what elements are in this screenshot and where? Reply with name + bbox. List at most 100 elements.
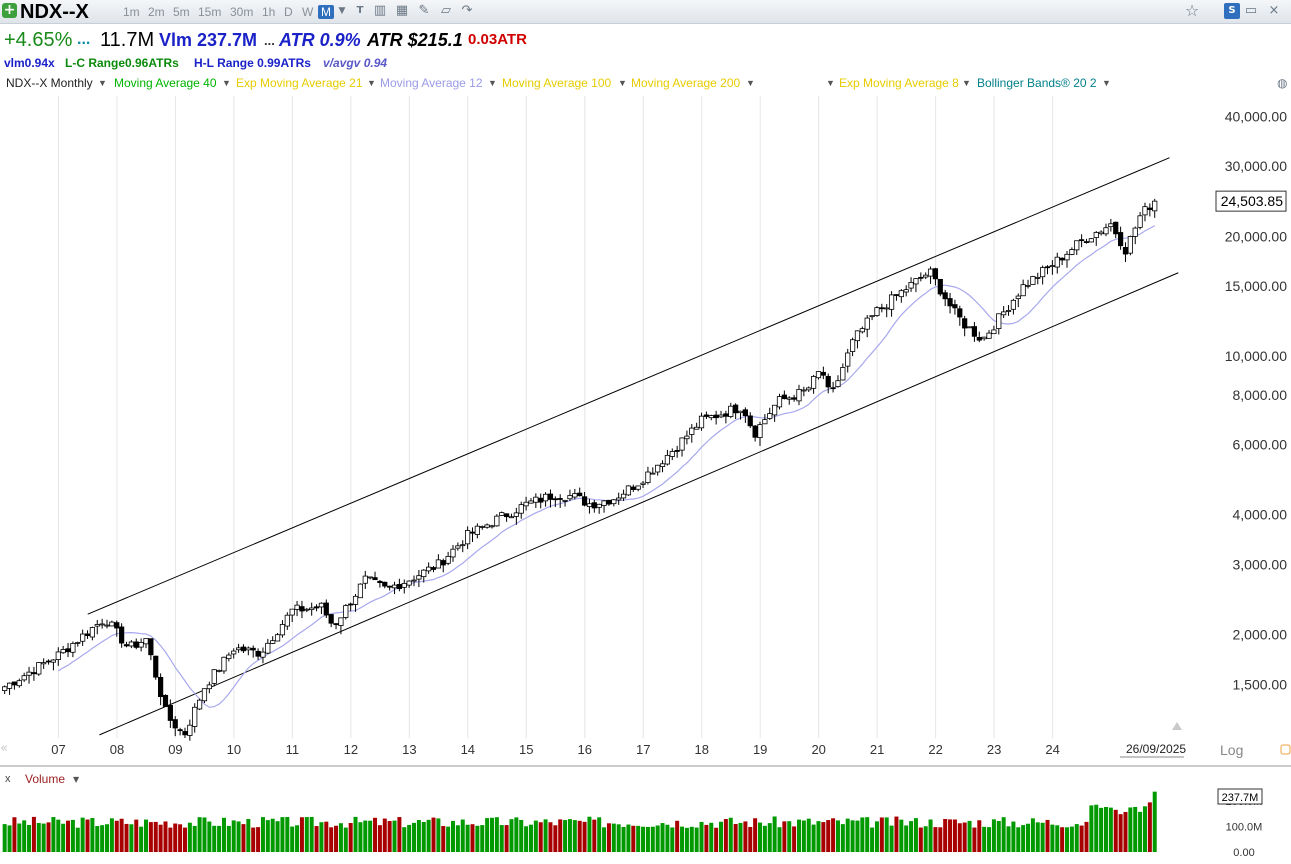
tf-15m[interactable]: 15m [198,5,222,19]
candle[interactable] [192,703,198,733]
candle[interactable] [962,315,968,337]
candle[interactable] [177,727,183,736]
candle[interactable] [128,640,134,649]
legend-ma200[interactable]: Moving Average 200 [631,76,741,90]
candle[interactable] [153,655,159,680]
add-symbol-icon[interactable]: + [2,2,17,18]
candle[interactable] [898,289,904,303]
candle[interactable] [1074,240,1080,255]
candle[interactable] [391,581,398,595]
candle[interactable] [1001,306,1007,318]
chevron-down-icon[interactable]: ▼ [826,78,835,88]
candle[interactable] [11,681,18,690]
candle[interactable] [1088,238,1094,243]
candle[interactable] [362,570,368,590]
candle[interactable] [382,581,388,589]
candle[interactable] [655,464,661,476]
candle[interactable] [1069,247,1075,256]
candle[interactable] [255,648,261,660]
log-scale-label[interactable]: Log [1220,742,1243,758]
candle[interactable] [557,494,563,508]
candle[interactable] [679,437,685,457]
candle[interactable] [932,267,939,286]
candle[interactable] [221,656,227,674]
candle[interactable] [1059,257,1065,266]
candle[interactable] [445,551,451,566]
tf-1h[interactable]: 1h [262,5,276,19]
candle[interactable] [16,678,22,688]
chevron-down-icon[interactable]: ▼ [1102,78,1111,88]
candle[interactable] [957,305,963,326]
candle[interactable] [104,619,110,629]
candle[interactable] [245,646,251,656]
candle[interactable] [659,460,666,473]
candle[interactable] [41,658,47,669]
candle[interactable] [684,430,690,445]
candle[interactable] [854,330,861,349]
candle[interactable] [343,604,349,620]
candle[interactable] [6,682,13,695]
candle[interactable] [815,371,822,380]
chevron-down-icon[interactable]: ▼ [98,78,107,88]
candle[interactable] [523,496,529,511]
candle[interactable] [55,647,61,666]
candle[interactable] [620,489,627,502]
candle[interactable] [908,277,914,292]
candle[interactable] [387,585,393,591]
candle[interactable] [70,641,76,658]
candle[interactable] [474,523,480,539]
candle[interactable] [981,336,987,341]
candle[interactable] [484,523,490,529]
candle[interactable] [825,373,831,394]
candle[interactable] [75,641,81,647]
candle[interactable] [421,569,427,583]
candle[interactable] [1108,218,1114,232]
candle[interactable] [591,499,597,513]
candle[interactable] [279,620,286,638]
candle[interactable] [299,600,305,619]
legend-ma40[interactable]: Moving Average 40 [114,76,217,90]
candle[interactable] [547,489,554,508]
candle[interactable] [903,285,909,297]
candle[interactable] [781,390,787,400]
candle[interactable] [606,499,612,506]
candle[interactable] [806,386,812,392]
candle[interactable] [504,513,510,522]
candle[interactable] [1005,305,1012,316]
candle[interactable] [703,411,709,420]
candle[interactable] [538,493,544,509]
bars-icon[interactable]: ▥ [373,3,387,18]
candle[interactable] [645,466,651,485]
chevron-down-icon[interactable]: ▼ [962,78,971,88]
tf-w[interactable]: W [302,5,314,19]
candle[interactable] [352,593,359,612]
candle[interactable] [518,501,524,519]
candle[interactable] [1083,238,1090,244]
candle[interactable] [737,410,744,420]
candle[interactable] [586,498,593,514]
candle[interactable] [309,602,315,616]
candle[interactable] [1010,298,1017,315]
candle[interactable] [966,326,973,329]
candle[interactable] [94,619,100,635]
scroll-left-icon[interactable]: « [0,741,8,756]
candle[interactable] [133,638,139,650]
candle[interactable] [348,602,354,612]
candle[interactable] [114,620,120,637]
candle[interactable] [669,448,675,461]
candle[interactable] [396,578,402,592]
candle[interactable] [708,414,714,421]
candle[interactable] [313,604,320,612]
candle[interactable] [172,716,178,737]
candle[interactable] [996,313,1002,335]
candle[interactable] [581,491,588,507]
candle[interactable] [1103,223,1109,237]
candle[interactable] [830,381,836,393]
candle[interactable] [1015,293,1021,308]
pencil-icon[interactable]: ✎ [418,3,430,18]
candle[interactable] [747,412,753,429]
candle[interactable] [187,719,193,741]
candle[interactable] [1030,275,1036,285]
chevron-down-icon[interactable]: ▼ [222,78,231,88]
candle[interactable] [528,498,534,504]
